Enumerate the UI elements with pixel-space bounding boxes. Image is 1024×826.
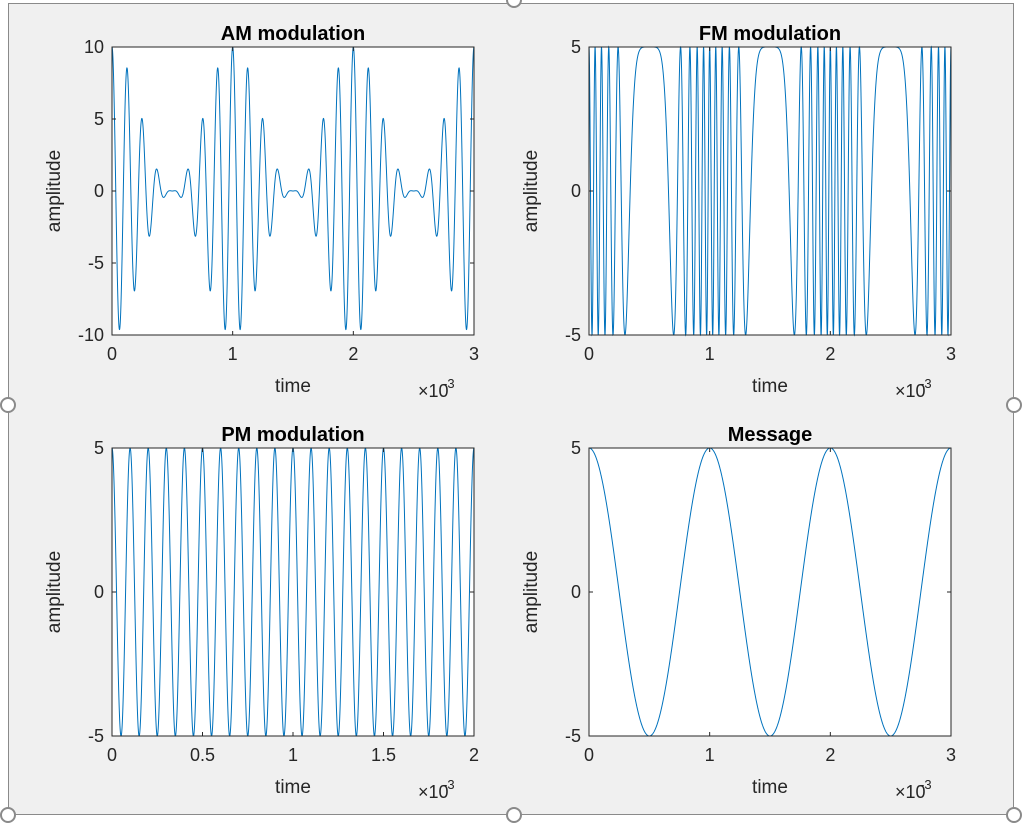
x-exponent-power: -3	[920, 376, 932, 391]
y-tick-label: 5	[94, 109, 104, 129]
resize-handle-bottom-right[interactable]	[1006, 807, 1022, 823]
x-axis-label: time	[275, 777, 311, 798]
y-axis-label: amplitude	[44, 551, 65, 633]
x-tick-label: 2	[469, 745, 479, 765]
y-tick-label: -5	[88, 726, 104, 746]
x-exponent-power: -3	[443, 376, 455, 391]
x-tick-label: 0.5	[190, 745, 215, 765]
x-tick-label: 1.5	[371, 745, 396, 765]
x-tick-label: 2	[825, 745, 835, 765]
plot-area	[112, 448, 474, 736]
x-tick-label: 1	[228, 344, 238, 364]
x-tick-label: 3	[946, 344, 956, 364]
resize-handle-bottom-left[interactable]	[0, 807, 16, 823]
y-tick-label: 5	[571, 37, 581, 57]
y-tick-label: -5	[88, 253, 104, 273]
resize-handle-right[interactable]	[1006, 397, 1022, 413]
x-exponent-power: -3	[443, 777, 455, 792]
y-tick-label: 5	[94, 438, 104, 458]
x-axis-label: time	[275, 376, 311, 397]
subplot-1: 0 1 2 3 -10 -5 0 5 10 AM modulation time amplitude ×…	[44, 23, 479, 401]
y-tick-label: 0	[94, 181, 104, 201]
resize-handle-left[interactable]	[0, 397, 16, 413]
x-tick-label: 3	[469, 344, 479, 364]
y-tick-label: 0	[571, 181, 581, 201]
x-exponent-power: -3	[920, 777, 932, 792]
y-tick-label: 10	[84, 37, 104, 57]
x-tick-label: 0	[107, 344, 117, 364]
y-tick-label: -5	[565, 726, 581, 746]
y-tick-label: 0	[571, 582, 581, 602]
x-tick-label: 1	[288, 745, 298, 765]
x-exponent-base: ×10	[895, 782, 926, 802]
x-tick-label: 0	[584, 745, 594, 765]
x-exponent-base: ×10	[895, 381, 926, 401]
x-tick-label: 1	[705, 344, 715, 364]
x-axis-label: time	[752, 777, 788, 798]
chart-title: FM modulation	[699, 23, 841, 45]
y-tick-label: -5	[565, 325, 581, 345]
y-axis-label: amplitude	[44, 150, 65, 232]
plot-area	[589, 448, 951, 736]
y-tick-label: 0	[94, 582, 104, 602]
plot-area	[589, 47, 951, 335]
series-line	[111, 46, 475, 331]
y-axis-label: amplitude	[521, 150, 542, 232]
chart-title: Message	[728, 424, 813, 446]
x-tick-label: 0	[107, 745, 117, 765]
resize-handle-bottom[interactable]	[506, 807, 522, 823]
x-tick-label: 2	[348, 344, 358, 364]
x-tick-label: 2	[825, 344, 835, 364]
y-tick-label: -10	[78, 325, 104, 345]
y-tick-label: 5	[571, 438, 581, 458]
x-tick-label: 3	[946, 745, 956, 765]
y-axis-label: amplitude	[521, 551, 542, 633]
x-tick-label: 0	[584, 344, 594, 364]
chart-title: PM modulation	[221, 424, 364, 446]
x-axis-label: time	[752, 376, 788, 397]
x-tick-label: 1	[705, 745, 715, 765]
x-exponent-base: ×10	[418, 381, 449, 401]
chart-title: AM modulation	[221, 23, 365, 45]
x-exponent-base: ×10	[418, 782, 449, 802]
